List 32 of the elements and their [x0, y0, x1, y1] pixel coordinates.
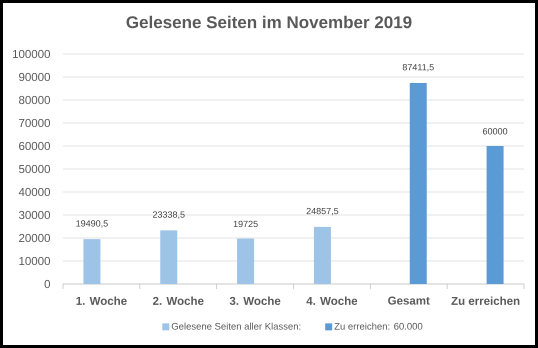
bar [410, 82, 427, 284]
bar [237, 238, 254, 284]
bar [160, 230, 178, 284]
y-tick-label: 30000 [18, 210, 50, 220]
y-tick-label: 0 [44, 280, 50, 288]
y-tick-label: 10000 [19, 256, 50, 266]
legend-label: Gelesene Seiten aller Klassen: [172, 322, 300, 330]
data-label: 60000 [483, 128, 508, 134]
y-tick-label: 80000 [19, 96, 50, 104]
y-tick-label: 60000 [19, 142, 50, 150]
y-tick-label: 20000 [19, 234, 50, 242]
data-label: 23338,5 [152, 211, 185, 219]
x-tick-label: 3. Woche [230, 296, 280, 305]
chart-title: Gelesene Seiten im November 2019 [126, 16, 412, 28]
y-tick-label: 100000 [12, 50, 50, 58]
bar [486, 146, 504, 284]
y-tick-label: 70000 [19, 118, 50, 128]
data-label: 24857,5 [306, 208, 338, 216]
x-tick-label: Zu erreichen [451, 296, 520, 305]
bar [83, 239, 100, 284]
y-tick-label: 50000 [18, 164, 50, 174]
data-label: 19725 [234, 220, 258, 228]
data-label: 87411,5 [402, 64, 434, 72]
legend-label: Zu erreichen: 60.000 [334, 322, 422, 330]
y-tick-label: 90000 [19, 72, 50, 82]
x-tick-label: Gesamt [388, 296, 430, 305]
y-tick-label: 40000 [18, 188, 50, 196]
bar [314, 226, 331, 284]
x-tick-label: 2. Woche [152, 296, 204, 305]
x-tick-label: 1. Woche [76, 296, 127, 305]
data-label: 19490,5 [76, 220, 108, 228]
x-tick-label: 4. Woche [306, 296, 358, 305]
